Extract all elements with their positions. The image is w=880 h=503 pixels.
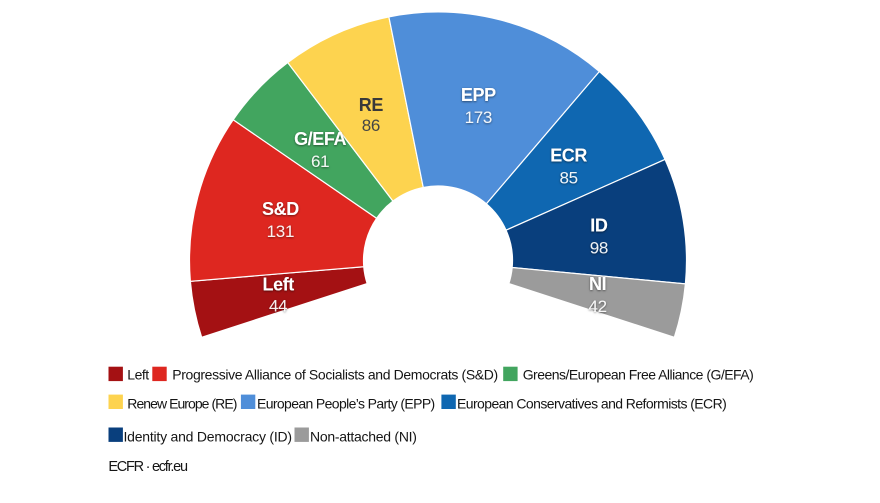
- svg-text:ECFR · ecfr.eu: ECFR · ecfr.eu: [108, 459, 188, 475]
- svg-text:44: 44: [269, 297, 287, 316]
- svg-text:Non-attached (NI): Non-attached (NI): [310, 429, 417, 445]
- svg-text:Identity and Democracy (ID): Identity and Democracy (ID): [124, 429, 292, 445]
- svg-text:86: 86: [362, 116, 380, 135]
- svg-text:ID: ID: [590, 216, 608, 236]
- svg-text:NI: NI: [589, 274, 606, 294]
- svg-text:Greens/European Free Alliance: Greens/European Free Alliance (G/EFA): [523, 367, 754, 383]
- svg-text:Left: Left: [262, 275, 294, 295]
- svg-text:61: 61: [311, 152, 329, 171]
- svg-text:RE: RE: [359, 95, 384, 115]
- svg-text:Progressive Alliance of Social: Progressive Alliance of Socialists and D…: [172, 367, 498, 383]
- svg-text:Renew Europe (RE): Renew Europe (RE): [127, 396, 236, 412]
- svg-text:European Conservatives and Ref: European Conservatives and Reformists (E…: [457, 396, 726, 412]
- svg-text:G/EFA: G/EFA: [294, 129, 346, 149]
- svg-text:Left: Left: [127, 367, 149, 383]
- svg-text:98: 98: [590, 239, 608, 258]
- svg-text:85: 85: [559, 169, 577, 188]
- svg-text:131: 131: [267, 222, 294, 241]
- svg-text:ECR: ECR: [550, 146, 587, 166]
- svg-text:42: 42: [588, 297, 606, 316]
- svg-text:173: 173: [465, 108, 492, 127]
- svg-text:European People’s Party (EPP): European People’s Party (EPP): [257, 396, 435, 412]
- svg-text:EPP: EPP: [461, 85, 496, 105]
- svg-text:S&D: S&D: [262, 199, 299, 219]
